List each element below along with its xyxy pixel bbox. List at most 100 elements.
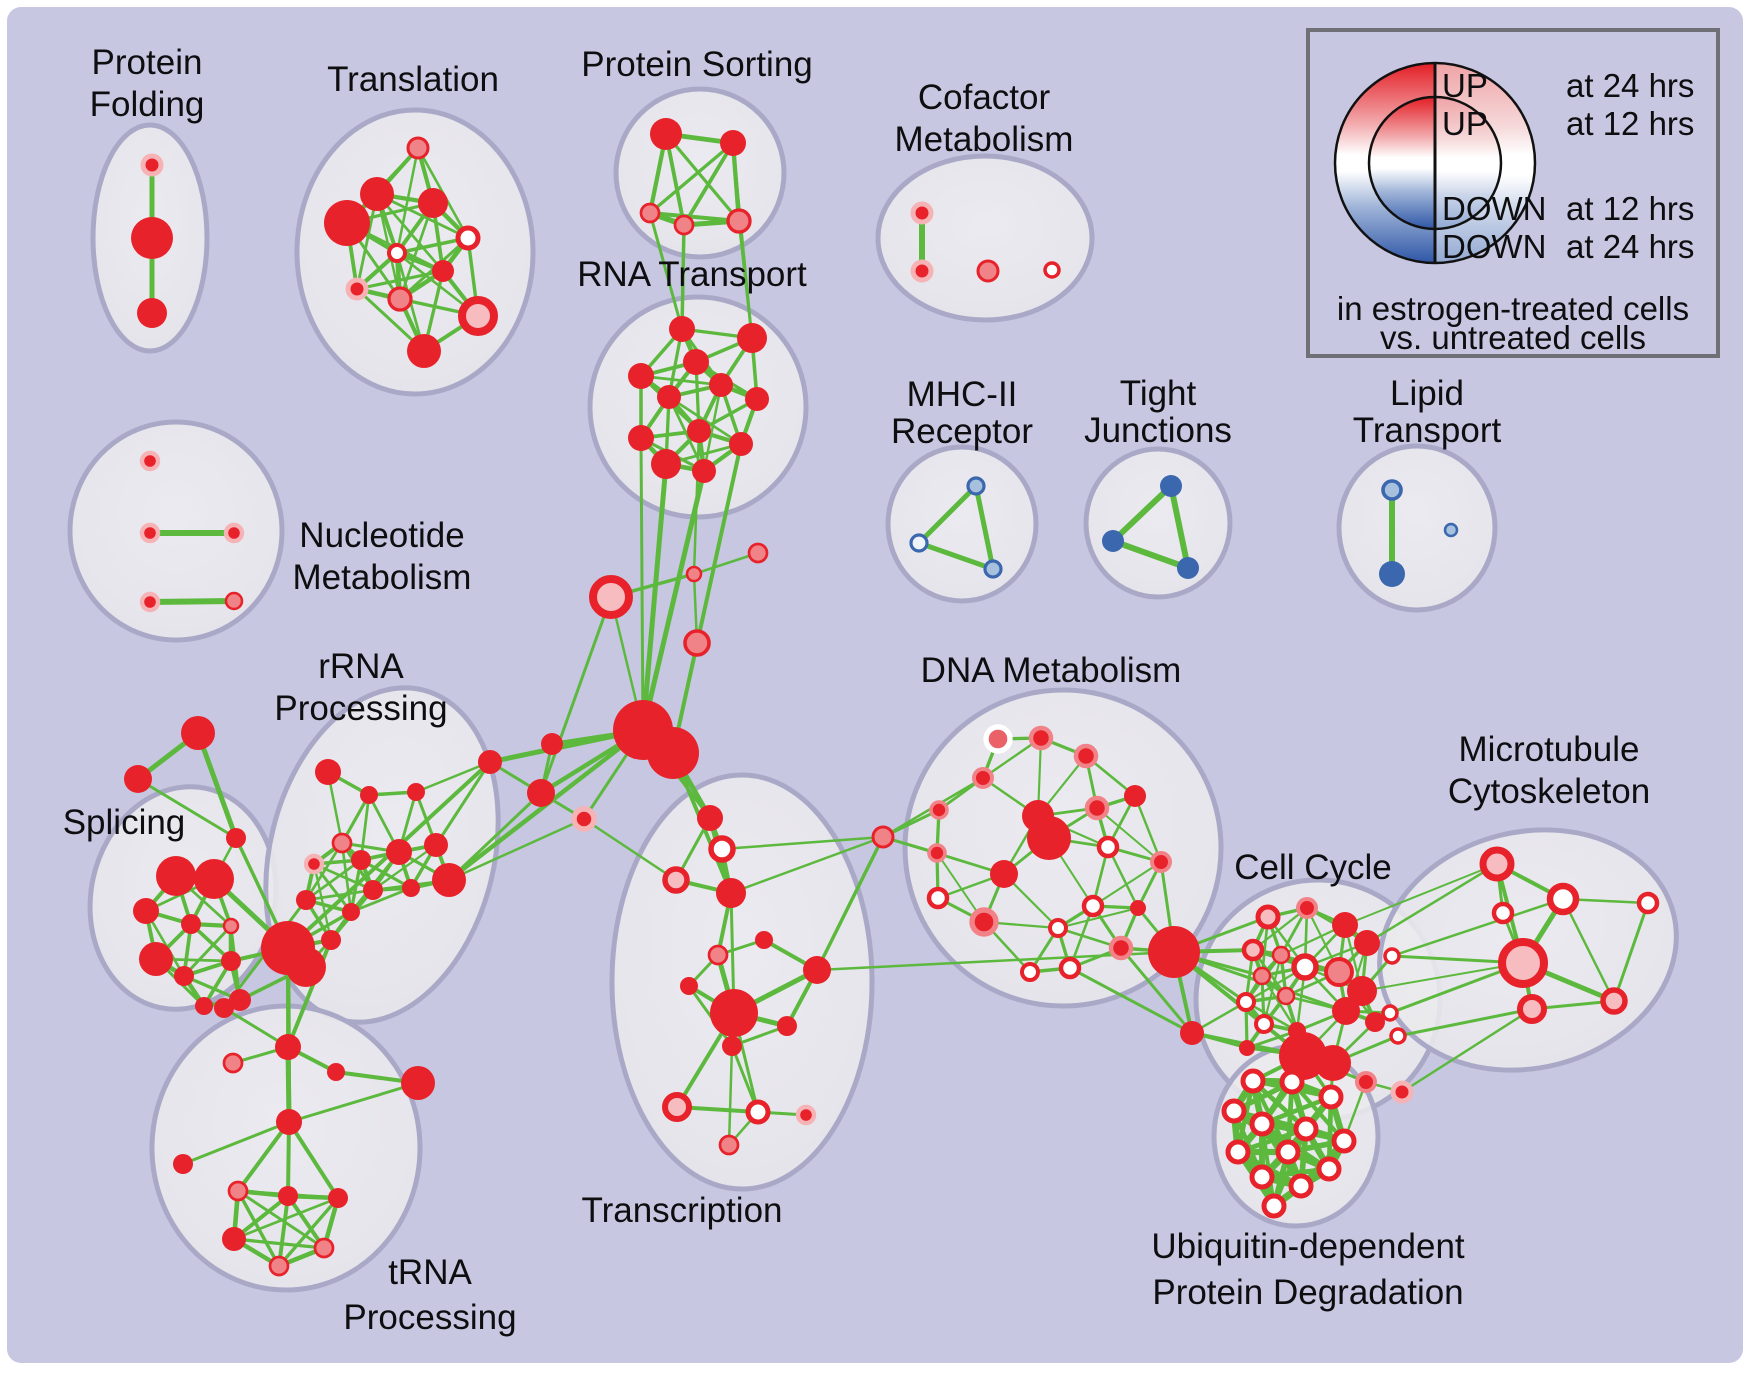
node-transcription [662,866,690,894]
node-dna-metabolism [1027,816,1071,860]
edge-link [181,1120,291,1166]
node-rrna-processing [321,930,341,950]
cluster-ubiquitin-degradation-label: Ubiquitin-dependent [1151,1227,1465,1266]
node-dna-metabolism [1148,926,1200,978]
node-connectors [286,947,326,987]
node-cell-cycle [1315,1045,1351,1081]
node-rrna-processing [401,1066,435,1100]
node-rrna-processing [351,850,371,870]
edge-protein-sorting [664,132,741,223]
edge-link [640,461,669,733]
node-splicing [221,951,241,971]
node-ubiquitin-degradation [1261,1193,1287,1219]
node-rrna-processing [331,832,353,854]
node-transcription [708,835,736,863]
node-rrna-processing [303,853,325,875]
node-nucleotide-metabolism [223,522,245,544]
edge-link [287,1120,340,1200]
node-protein-sorting [673,214,695,236]
node-rna-transport [683,349,709,375]
node-rrna-processing [296,890,316,910]
node-connectors [871,825,895,849]
node-cell-cycle [1354,930,1380,956]
edge-dna-metabolism [1106,845,1140,910]
node-layer [124,118,1660,1277]
edge-link [731,141,754,340]
edge-cell-cycle [1251,906,1309,952]
node-trna-processing [328,1188,348,1208]
edge-mhc-ii-receptor [973,483,996,572]
node-translation [324,200,370,246]
node-nucleotide-metabolism [224,591,244,611]
node-dna-metabolism [1058,956,1082,980]
node-connectors [1390,1080,1414,1104]
edge-microtubule-cytoskeleton [1561,897,1616,1003]
node-rrna-processing [432,863,466,897]
legend-footer-line: vs. untreated cells [1380,319,1646,356]
edge-dna-metabolism [1133,794,1163,864]
node-splicing [195,997,213,1015]
edge-link [136,777,238,840]
node-splicing [194,859,234,899]
cluster-microtubule-cytoskeleton-label: Cytoskeleton [1448,772,1650,811]
edge-link [692,429,701,576]
cluster-splicing-label: Splicing [63,803,186,842]
node-ubiquitin-degradation [1240,1068,1266,1094]
node-ubiquitin-degradation [1279,1069,1305,1095]
node-protein-sorting [650,118,682,150]
node-microtubule-cytoskeleton [1498,938,1548,988]
node-microtubule-cytoskeleton [1479,846,1515,882]
edge-link [447,791,543,882]
edge-tight-junctions [1110,483,1174,544]
node-rna-transport [687,419,711,443]
legend-direction-label: DOWN [1442,190,1546,227]
node-cofactor-metabolism [1043,261,1061,279]
legend-footer-line: in estrogen-treated cells [1337,290,1689,327]
edge-link [414,760,492,794]
legend-direction-label: DOWN [1442,228,1546,265]
node-cell-cycle [1255,904,1281,930]
node-rna-transport [628,363,654,389]
node-cell-cycle [1324,957,1354,987]
node-rrna-processing [222,1052,244,1074]
cluster-tight-junctions-ellipse [1083,446,1233,600]
cluster-transcription-label: Transcription [582,1191,783,1230]
node-protein-sorting [720,130,746,156]
edge-rna-transport [639,374,723,387]
node-cell-cycle [1180,1021,1204,1045]
node-trna-processing [268,1255,290,1277]
node-rna-transport [669,316,695,342]
node-tight-junctions [1177,557,1199,579]
node-rrna-processing [402,879,420,897]
node-rna-transport [628,425,654,451]
edge-link [1400,1007,1534,1094]
node-connectors [1355,1071,1377,1093]
edge-link [434,760,492,847]
node-translation [455,225,481,251]
edge-link [1390,897,1565,958]
node-splicing [222,917,240,935]
node-rrna-processing [360,786,378,804]
cluster-trna-processing-label: tRNA [388,1253,472,1292]
edge-dna-metabolism [1091,860,1163,908]
node-dna-metabolism [927,843,947,863]
edge-rrna-processing [304,888,375,902]
node-transcription [722,1036,742,1056]
edge-tight-junctions [1110,538,1191,571]
node-tight-junctions [1160,475,1182,497]
node-dna-metabolism [969,907,999,937]
edge-protein-sorting [648,141,735,215]
node-transcription [718,1134,740,1156]
edge-link [447,817,586,882]
edge-link [1068,966,1194,1035]
cluster-protein-sorting-label: Protein Sorting [581,45,813,84]
node-cell-cycle [1276,986,1296,1006]
node-dna-metabolism [926,886,950,910]
node-rna-transport [729,432,753,456]
node-trna-processing [313,1237,335,1259]
edge-mhc-ii-receptor [916,483,979,546]
cluster-mhc-ii-receptor-label: Receptor [891,412,1033,451]
node-transcription [795,1104,817,1126]
edge-link [195,730,239,841]
node-ubiquitin-degradation [1293,1116,1319,1142]
